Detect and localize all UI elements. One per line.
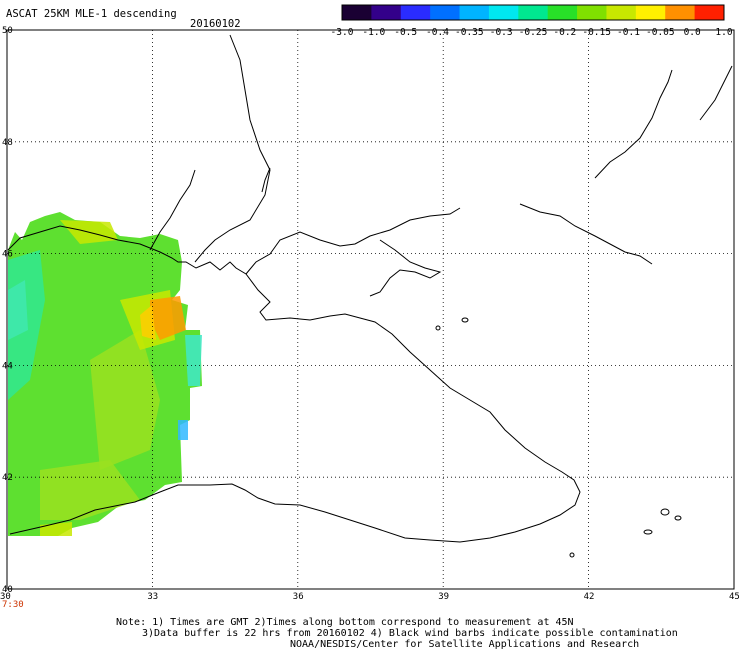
data-patch <box>178 420 188 440</box>
colorbar-swatch <box>488 5 519 20</box>
island <box>435 325 441 331</box>
colorbar-label: -0.2 <box>553 27 576 38</box>
lon-label: 30 <box>0 592 11 602</box>
coastline <box>7 34 733 543</box>
lon-label: 42 <box>584 592 595 602</box>
colorbar-swatch <box>547 5 578 20</box>
colorbar-label: -1.0 <box>362 27 385 38</box>
coast-segment <box>7 225 581 543</box>
lon-label: 33 <box>147 592 158 602</box>
map-date: 20160102 <box>190 18 241 30</box>
coast-segment <box>594 69 673 179</box>
colorbar-label: -0.05 <box>646 27 675 38</box>
coast-segment <box>245 207 461 275</box>
colorbar-swatch <box>400 5 431 20</box>
lat-label: 46 <box>2 250 13 260</box>
colorbar-label: -0.1 <box>617 27 640 38</box>
colorbar-swatch <box>694 5 725 20</box>
colorbar-label: -0.35 <box>455 27 484 38</box>
lat-label: 42 <box>2 473 13 483</box>
data-patch <box>150 296 186 340</box>
data-patch <box>140 305 156 340</box>
colorbar-swatch <box>518 5 549 20</box>
colorbar-swatch <box>459 5 490 20</box>
color-scale-bar: -3.0 -1.0 -0.5 -0.4 -0.35 -0.3 -0.25 -0.2 -0.15-… <box>331 4 733 38</box>
island <box>461 317 469 323</box>
colorbar-label: -0.5 <box>394 27 417 38</box>
colorbar-label: -0.4 <box>426 27 449 38</box>
note-line-2: 3)Data buffer is 22 hrs from 20160102 4)… <box>142 628 678 639</box>
coast-segment <box>149 169 196 251</box>
note-line-3: NOAA/NESDIS/Center for Satellite Applica… <box>290 639 640 650</box>
colorbar-label: -3.0 <box>331 27 354 38</box>
coast-segment <box>519 203 653 265</box>
colorbar-swatch <box>635 5 666 20</box>
colorbar-label: 1.0 <box>715 27 732 38</box>
colorbar-swatch <box>665 5 696 20</box>
colorbar-swatch <box>606 5 637 20</box>
lat-label: 48 <box>2 138 13 148</box>
map-title: ASCAT 25KM MLE-1 descending <box>6 8 177 20</box>
coast-segment <box>699 65 733 121</box>
lat-label: 44 <box>2 361 13 371</box>
coast-segment <box>194 34 271 263</box>
colorbar-swatch <box>342 5 372 20</box>
island <box>660 508 670 516</box>
lon-label: 39 <box>438 592 449 602</box>
time-label: 7:30 <box>2 600 24 610</box>
lat-label: 40 <box>2 585 13 595</box>
island <box>674 515 682 521</box>
colorbar-swatch <box>577 5 607 20</box>
colorbar-label: -0.15 <box>582 27 611 38</box>
colorbar-label: -0.3 <box>490 27 513 38</box>
data-patch <box>185 335 202 386</box>
colorbar-swatch <box>371 5 402 20</box>
note-line-1: Note: 1) Times are GMT 2)Times along bot… <box>116 617 574 628</box>
data-patch <box>40 460 140 520</box>
colorbar-label: 0.0 <box>684 27 701 38</box>
colorbar-swatch <box>430 5 461 20</box>
lat-label: 50 <box>2 26 13 36</box>
island <box>569 552 575 558</box>
lon-label: 36 <box>293 592 304 602</box>
lon-label: 45 <box>729 592 740 602</box>
colorbar-label: -0.25 <box>519 27 548 38</box>
coast-segment <box>261 167 271 193</box>
data-patch <box>8 280 28 340</box>
island <box>643 529 653 535</box>
map-frame <box>6 29 735 590</box>
coast-segment <box>369 239 442 297</box>
